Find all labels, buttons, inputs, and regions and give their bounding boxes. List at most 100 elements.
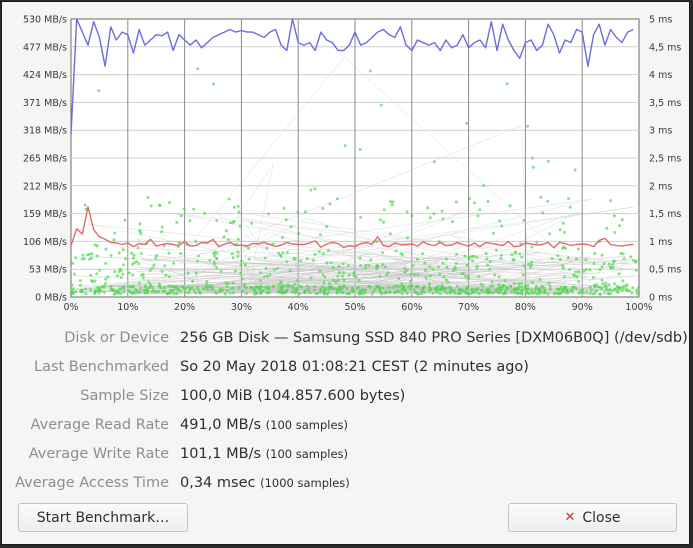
access-time-point (613, 230, 617, 234)
access-time-point (470, 288, 474, 292)
access-time-point (509, 284, 512, 288)
access-time-point (625, 289, 629, 293)
access-time-point (480, 289, 484, 293)
access-time-point (78, 279, 82, 283)
access-time-point (475, 255, 479, 259)
access-time-point (150, 285, 154, 289)
access-time-point (208, 258, 212, 262)
seek-line (136, 239, 575, 268)
access-time-point (359, 215, 363, 219)
access-time-point (343, 144, 347, 148)
seek-line (402, 246, 464, 281)
access-time-point (121, 272, 125, 276)
access-time-point (500, 224, 504, 228)
access-time-point (258, 279, 262, 282)
access-time-point (352, 271, 356, 275)
access-time-point (268, 290, 272, 294)
access-time-point (149, 204, 153, 208)
access-time-point (93, 279, 97, 283)
y-left-tick-label: 530 MB/s (23, 15, 67, 26)
access-time-point (84, 292, 88, 296)
access-time-point (393, 284, 397, 288)
access-time-point (313, 253, 317, 256)
access-time-point (273, 268, 276, 272)
access-time-point (541, 211, 545, 215)
access-time-point (518, 252, 522, 256)
access-time-point (618, 286, 622, 290)
seek-line (485, 256, 590, 288)
read-rate-number: 491,0 MB/s (180, 417, 262, 433)
access-time-point (472, 254, 476, 258)
seek-line (169, 206, 634, 271)
access-time-point (176, 289, 180, 293)
access-time-point (478, 208, 482, 212)
access-time-point (119, 292, 122, 296)
access-time-point (493, 273, 497, 277)
access-time-point (503, 279, 507, 283)
access-time-point (212, 260, 216, 264)
access-time-point (535, 292, 539, 296)
access-time-point (142, 288, 146, 292)
access-time-point (148, 268, 152, 272)
sample-size-value: 100,0 MiB (104.857.600 bytes) (180, 388, 406, 404)
access-time-point (364, 266, 367, 270)
access-time-point (573, 168, 577, 172)
access-time-point (451, 220, 454, 224)
access-time-point (224, 229, 228, 233)
close-label: Close (582, 509, 621, 526)
access-time-point (520, 288, 524, 292)
read-rate-samples: (100 samples) (265, 418, 349, 432)
start-benchmark-button[interactable]: Start Benchmark… (18, 503, 188, 532)
access-time-point (631, 286, 635, 290)
seek-line (286, 259, 629, 289)
access-time-point (513, 251, 517, 255)
access-time-point (346, 264, 350, 267)
access-time-point (289, 225, 293, 229)
access-time-point (311, 258, 315, 262)
access-time-point (147, 280, 151, 284)
access-time-point (548, 287, 552, 291)
access-time-point (566, 256, 570, 260)
access-time-point (321, 285, 325, 289)
access-time-point (611, 266, 615, 270)
access-time-point (405, 236, 409, 240)
access-time-point (408, 287, 412, 291)
access-time-point (280, 236, 284, 239)
access-time-point (591, 276, 595, 279)
access-time-point (72, 287, 75, 291)
access-time-point (141, 276, 145, 280)
access-time-point (432, 212, 436, 216)
access-time-point (276, 266, 279, 270)
row-read-rate: Average Read Rate 491,0 MB/s (100 sample… (2, 415, 691, 439)
seek-line (88, 256, 501, 275)
access-time-point (332, 287, 336, 291)
seek-line (521, 125, 529, 277)
access-time-point (73, 272, 76, 276)
access-time-point (436, 265, 440, 269)
access-time-point (267, 212, 270, 216)
access-time-point (322, 281, 326, 285)
access-time-point (113, 292, 117, 296)
access-time-point (459, 292, 462, 296)
y-right-tick-label: 3,5 ms (649, 98, 681, 109)
access-time-point (497, 283, 501, 287)
access-time-point (179, 252, 183, 255)
seek-line (341, 209, 468, 264)
access-time-point (550, 256, 554, 260)
access-time-point (104, 277, 108, 281)
close-button[interactable]: ✕ Close (508, 503, 677, 532)
access-time-point (444, 287, 448, 290)
access-time-point (96, 285, 100, 289)
access-time-point (244, 285, 248, 289)
access-time-point (259, 271, 263, 275)
seek-line (265, 263, 394, 281)
access-time-point (341, 291, 345, 295)
access-time-point (412, 288, 416, 292)
access-time-point (520, 255, 524, 259)
access-time-point (295, 286, 298, 290)
y-left-tick-label: 265 MB/s (23, 154, 67, 165)
seek-line (458, 255, 486, 287)
access-time-point (416, 257, 419, 261)
access-time-point (161, 290, 165, 293)
row-write-rate: Average Write Rate 101,1 MB/s (100 sampl… (2, 444, 691, 468)
